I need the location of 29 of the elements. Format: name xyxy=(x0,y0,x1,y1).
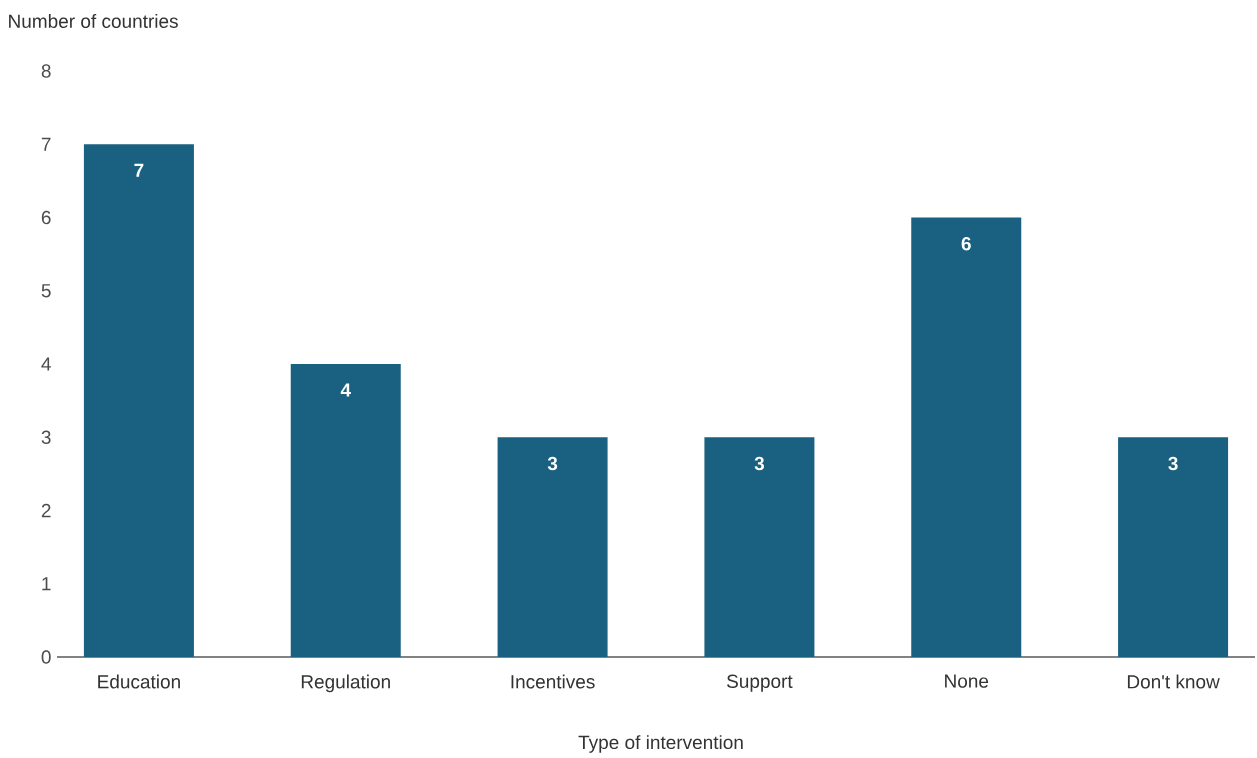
x-axis-title: Type of intervention xyxy=(578,735,743,753)
x-tick-label: Education xyxy=(98,674,180,689)
x-tick-label: Don't know xyxy=(1127,674,1220,689)
bar xyxy=(497,437,608,657)
y-tick-label: 7 xyxy=(41,137,51,151)
y-tick-label: 0 xyxy=(41,650,51,664)
y-tick-label: 2 xyxy=(41,503,51,518)
y-tick-label: 4 xyxy=(41,357,51,371)
data-label: 3 xyxy=(754,456,765,471)
bar xyxy=(83,144,194,657)
data-label: 7 xyxy=(134,163,144,177)
x-tick-label: Regulation xyxy=(301,674,390,693)
y-tick-label: 3 xyxy=(41,430,51,444)
y-tick-label: 1 xyxy=(42,577,51,591)
y-tick-label: 6 xyxy=(41,210,51,225)
y-tick-label: 8 xyxy=(41,64,51,78)
data-label: 3 xyxy=(547,456,558,471)
x-tick-label: None xyxy=(945,674,989,688)
bar xyxy=(704,437,815,657)
data-label: 3 xyxy=(1168,456,1178,471)
x-tick-label: Support xyxy=(727,674,793,692)
bar xyxy=(290,364,401,657)
bar xyxy=(1118,437,1229,657)
x-tick-label: Incentives xyxy=(511,674,595,689)
y-axis-title: Number of countries xyxy=(9,14,178,28)
bar xyxy=(911,217,1022,657)
y-tick-label: 5 xyxy=(41,284,51,298)
data-label: 6 xyxy=(961,237,971,251)
data-label: 4 xyxy=(340,383,351,397)
